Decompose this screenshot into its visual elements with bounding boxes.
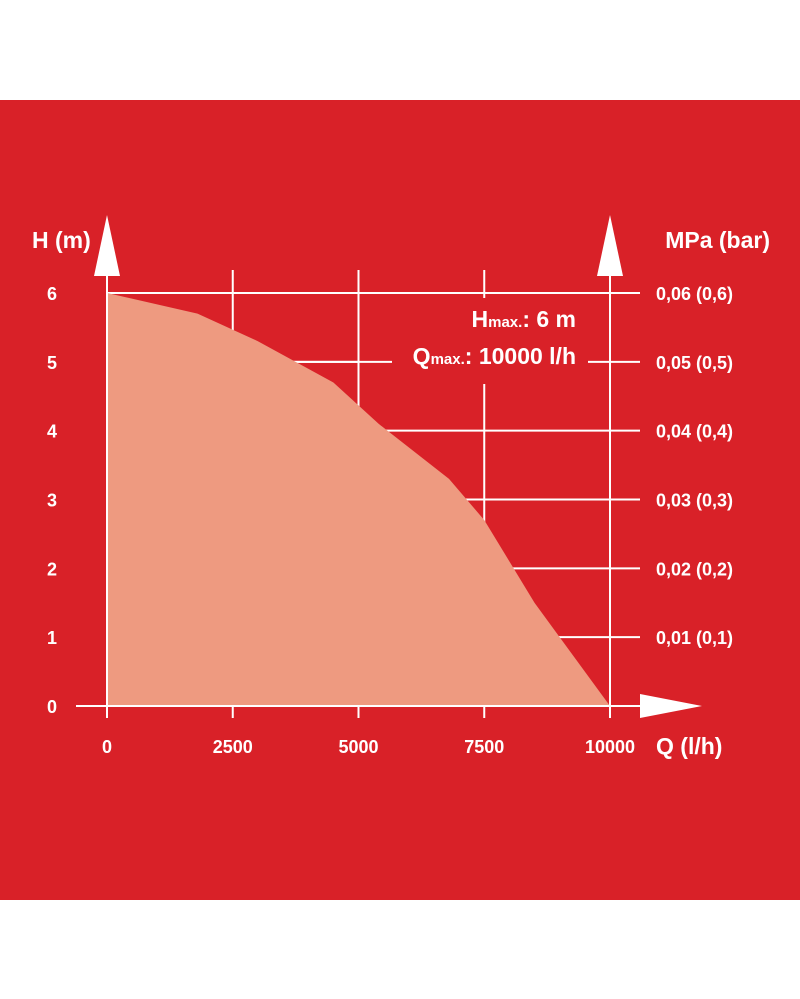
axes-layer	[76, 215, 702, 718]
qmax-symbol: Q	[413, 343, 431, 369]
pump-curve-chart: H (m) MPa (bar) Q (l/h) 0 2500 5000 7500 100…	[32, 215, 770, 759]
x-tick-label: 7500	[464, 737, 504, 757]
y-tick-labels: 0 1 2 3 4 5 6	[47, 284, 57, 717]
x-axis-title: Q (l/h)	[656, 733, 722, 759]
y-tick-label: 5	[47, 353, 57, 373]
y2-tick-label: 0,01 (0,1)	[656, 628, 733, 648]
x-tick-labels: 0 2500 5000 7500 10000	[102, 737, 635, 757]
qmax-value: : 10000 l/h	[465, 343, 576, 369]
hmax-value: : 6 m	[522, 306, 576, 332]
y-tick-label: 1	[47, 628, 57, 648]
x-tick-label: 5000	[338, 737, 378, 757]
y-tick-label: 3	[47, 491, 57, 511]
y-tick-label: 2	[47, 559, 57, 579]
y-tick-label: 6	[47, 284, 57, 304]
annotation-backdrop	[392, 298, 588, 384]
x-tick-label: 0	[102, 737, 112, 757]
performance-curve-area	[107, 293, 610, 706]
y-axis-arrow	[94, 215, 120, 276]
hmax-symbol: H	[471, 306, 488, 332]
x-axis-arrow	[640, 694, 702, 718]
chart-panel: H (m) MPa (bar) Q (l/h) 0 2500 5000 7500 100…	[0, 100, 800, 900]
y2-tick-labels: 0,01 (0,1) 0,02 (0,2) 0,03 (0,3) 0,04 (0,4)…	[656, 284, 733, 648]
x-tick-label: 10000	[585, 737, 635, 757]
y-axis-title: H (m)	[32, 227, 91, 253]
y2-axis-arrow	[597, 215, 623, 276]
y-tick-label: 4	[47, 422, 57, 442]
qmax-subscript: max.	[431, 351, 465, 368]
y2-tick-label: 0,03 (0,3)	[656, 491, 733, 511]
y2-tick-label: 0,05 (0,5)	[656, 353, 733, 373]
hmax-subscript: max.	[488, 314, 522, 331]
y2-tick-label: 0,06 (0,6)	[656, 284, 733, 304]
hmax-annotation: Hmax.: 6 m	[471, 306, 576, 332]
qmax-annotation: Qmax.: 10000 l/h	[413, 343, 576, 369]
y2-axis-title: MPa (bar)	[665, 227, 770, 253]
x-tick-label: 2500	[213, 737, 253, 757]
y2-tick-label: 0,04 (0,4)	[656, 422, 733, 442]
y2-tick-label: 0,02 (0,2)	[656, 559, 733, 579]
y-tick-label: 0	[47, 697, 57, 717]
